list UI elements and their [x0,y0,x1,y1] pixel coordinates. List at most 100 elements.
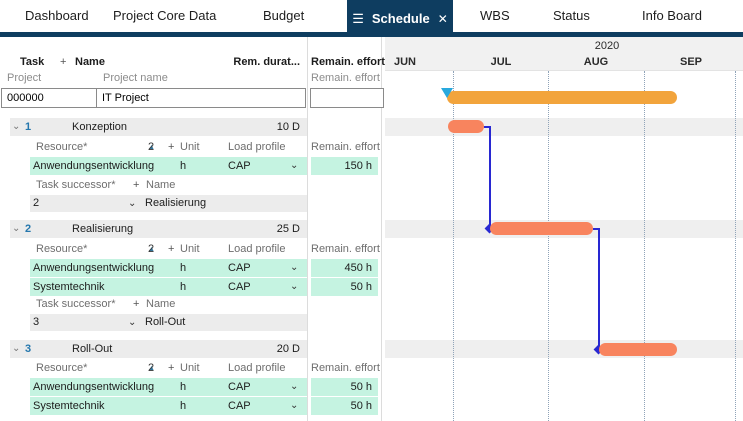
dropdown-chevron-icon[interactable]: ⌄ [290,160,299,171]
successor-row: 2 ⌄ Realisierung [0,195,385,212]
project-summary-bar[interactable] [447,91,677,104]
load-profile-header: Load profile [228,362,286,374]
gantt-bar-konzeption[interactable] [448,120,484,133]
task-row: ⌄ 1 Konzeption 10 D [0,118,385,136]
nav-tab-wbs[interactable]: WBS [480,8,510,23]
sort-up-icon: ▲ [148,365,155,372]
gantt-bar-roll-out[interactable] [599,343,677,356]
column-separator [307,37,308,421]
resource-header-row: Resource* 2 ▲ + Unit Load profile Remain.… [0,241,385,258]
resource-load-profile: CAP [228,160,251,172]
resource-effort: 150 h [344,160,372,172]
unit-header: Unit [180,362,200,374]
timeline-year: 2020 [594,40,620,52]
resource-unit: h [180,160,187,172]
nav-tab-info-board[interactable]: Info Board [642,8,702,23]
remain-effort-header: Remain. effort [311,362,380,374]
gantt-row-band [385,118,743,136]
menu-icon[interactable]: ☰ [352,10,364,26]
sort-up-icon: ▲ [148,144,155,151]
sort-indicator[interactable]: 2 ▲ [148,362,155,374]
dependency-link [598,228,600,350]
successor-header-row: Task successor* + Name [0,296,385,312]
add-resource-icon[interactable]: + [168,243,175,255]
add-task-icon[interactable]: + [60,56,67,68]
nav-tab-dashboard[interactable]: Dashboard [25,8,89,23]
resource-row: Anwendungsentwicklung h CAP ⌄ 150 h [0,157,385,175]
resource-name[interactable]: Anwendungsentwicklung [33,160,155,172]
month-gridline [644,71,645,421]
successor-name-header: Name [146,298,176,310]
remain-effort-header: Remain. effort [311,141,380,153]
chevron-down-icon[interactable]: ⌄ [12,343,21,354]
resource-header-row: Resource* 2 ▲ + Unit Load profile Remain.… [0,139,385,156]
resource-unit: h [180,381,187,393]
add-successor-icon[interactable]: + [133,298,140,310]
dropdown-chevron-icon[interactable]: ⌄ [128,198,137,209]
resource-name[interactable]: Anwendungsentwicklung [33,381,155,393]
dropdown-chevron-icon[interactable]: ⌄ [290,262,299,273]
resource-row: Anwendungsentwicklung h CAP ⌄ 450 h [0,259,385,277]
resource-effort: 50 h [350,381,372,393]
resource-name[interactable]: Systemtechnik [33,281,105,293]
resource-header-row: Resource* 2 ▲ + Unit Load profile Remain.… [0,360,385,377]
gantt-row-band [385,340,743,358]
task-id: 2 [25,223,32,235]
close-icon[interactable]: ✕ [437,11,448,26]
nav-tab-budget[interactable]: Budget [263,8,305,23]
resource-header-label: Resource* [36,362,88,374]
dependency-link [484,126,490,128]
project-effort-input[interactable] [310,88,384,108]
resource-effort: 50 h [350,400,372,412]
subheader-remain-effort: Remain. effort [311,72,380,84]
project-name-input[interactable] [96,88,306,108]
nav-tab-schedule-active[interactable]: ☰ Schedule ✕ [347,0,453,37]
resource-header-label: Resource* [36,141,88,153]
task-name[interactable]: Realisierung [72,223,134,235]
task-name[interactable]: Konzeption [72,121,128,133]
task-name[interactable]: Roll-Out [72,343,113,355]
successor-header-row: Task successor* + Name [0,177,385,193]
subheader-project-name: Project name [103,72,168,84]
nav-tab-status[interactable]: Status [553,8,590,23]
resource-load-profile: CAP [228,262,251,274]
successor-name-header: Name [146,179,176,191]
resource-unit: h [180,281,187,293]
resource-name[interactable]: Systemtechnik [33,400,105,412]
gantt-bar-realisierung[interactable] [490,222,593,235]
table-subheader-row: Project Project name Remain. effort [0,70,385,86]
month-gridline [548,71,549,421]
successor-name: Realisierung [145,197,207,209]
sort-indicator[interactable]: 2 ▲ [148,243,155,255]
successor-id: 2 [33,197,40,209]
col-header-name: Name [75,56,105,68]
dropdown-chevron-icon[interactable]: ⌄ [290,281,299,292]
resource-row: Systemtechnik h CAP ⌄ 50 h [0,278,385,296]
resource-unit: h [180,400,187,412]
timeline-month: AUG [583,56,609,68]
table-header-row: Task + Name Rem. durat... Remain. effort [0,54,385,70]
add-successor-icon[interactable]: + [133,179,140,191]
dropdown-chevron-icon[interactable]: ⌄ [128,317,137,328]
milestone-marker-icon[interactable] [441,88,453,98]
dropdown-chevron-icon[interactable]: ⌄ [290,381,299,392]
dropdown-chevron-icon[interactable]: ⌄ [290,400,299,411]
resource-load-profile: CAP [228,400,251,412]
resource-row: Systemtechnik h CAP ⌄ 50 h [0,397,385,415]
sort-indicator[interactable]: 2 ▲ [148,141,155,153]
col-header-rem-duration: Rem. durat... [233,56,300,68]
sort-up-icon: ▲ [148,246,155,253]
chevron-down-icon[interactable]: ⌄ [12,121,21,132]
resource-name[interactable]: Anwendungsentwicklung [33,262,155,274]
nav-tab-project-core-data[interactable]: Project Core Data [113,8,217,23]
resource-effort: 50 h [350,281,372,293]
successor-row: 3 ⌄ Roll-Out [0,314,385,331]
add-resource-icon[interactable]: + [168,362,175,374]
project-id-input[interactable] [1,88,97,108]
add-resource-icon[interactable]: + [168,141,175,153]
resource-effort: 450 h [344,262,372,274]
chevron-down-icon[interactable]: ⌄ [12,223,21,234]
load-profile-header: Load profile [228,243,286,255]
task-row: ⌄ 2 Realisierung 25 D [0,220,385,238]
